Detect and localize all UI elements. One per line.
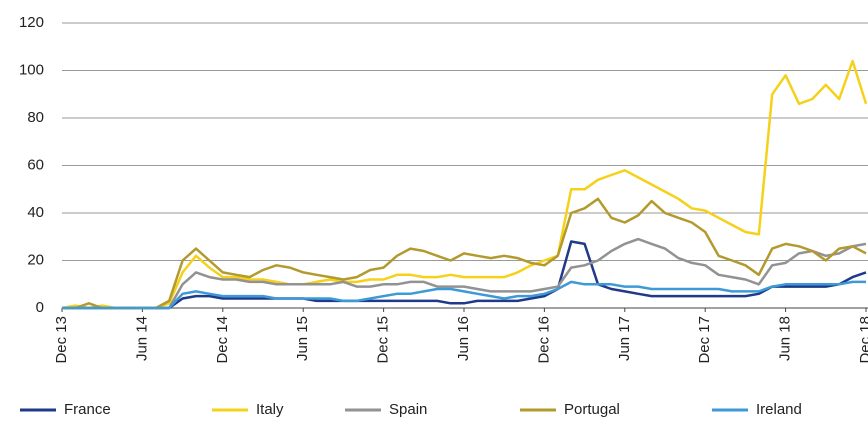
legend-label: Italy: [256, 401, 284, 418]
series-line: [61, 59, 868, 310]
y-tick-label: 80: [27, 109, 44, 126]
y-tick-label: 20: [27, 251, 44, 268]
y-tick-label: 0: [36, 299, 44, 316]
y-tick-label: 100: [19, 61, 44, 78]
x-tick-label: Dec 16: [535, 316, 552, 364]
legend-label: Spain: [389, 401, 427, 418]
x-tick-label: Dec 13: [53, 316, 70, 364]
legend-label: Ireland: [756, 401, 802, 418]
legend-label: France: [64, 401, 111, 418]
legend-label: Portugal: [564, 401, 620, 418]
x-tick-label: Jun 15: [294, 316, 311, 361]
series-line: [62, 240, 867, 310]
x-tick-label: Jun 17: [616, 316, 633, 361]
x-tick-label: Dec 15: [375, 316, 392, 364]
x-tick-label: Jun 14: [133, 316, 150, 361]
y-tick-label: 60: [27, 156, 44, 173]
x-tick-label: Jun 18: [777, 316, 794, 361]
y-tick-label: 120: [19, 14, 44, 31]
series-line: [62, 197, 867, 310]
series-line: [62, 280, 866, 310]
x-tick-label: Jun 16: [455, 316, 472, 361]
x-tick-label: Dec 18: [857, 316, 868, 364]
x-tick-label: Dec 14: [214, 316, 231, 364]
x-tick-label: Dec 17: [696, 316, 713, 364]
y-tick-label: 40: [27, 204, 44, 221]
series-line: [62, 237, 867, 310]
